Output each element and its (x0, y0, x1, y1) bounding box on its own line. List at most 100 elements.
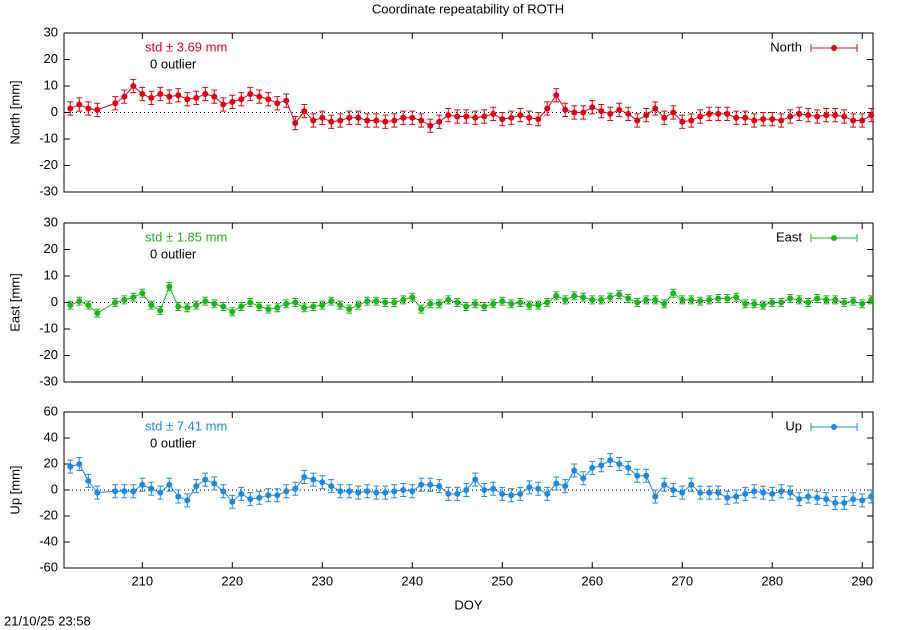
data-point (589, 104, 596, 111)
data-point (67, 105, 74, 112)
data-point (166, 481, 173, 488)
data-point (778, 488, 785, 495)
data-point (67, 302, 74, 309)
data-point (400, 296, 407, 303)
data-point (481, 113, 488, 120)
data-point (580, 109, 587, 116)
data-point (787, 489, 794, 496)
y-tick-label: -10 (39, 320, 58, 335)
data-point (337, 117, 344, 124)
data-point (688, 296, 695, 303)
outlier-annotation: 0 outlier (150, 56, 197, 71)
data-point (517, 112, 524, 119)
data-point (607, 294, 614, 301)
data-point (652, 105, 659, 112)
data-point (220, 101, 227, 108)
data-point (832, 500, 839, 506)
data-point (814, 113, 821, 120)
data-point (400, 114, 407, 121)
data-point (121, 93, 128, 100)
data-point (517, 299, 524, 306)
data-point (616, 461, 623, 467)
data-point (436, 483, 443, 490)
data-point (310, 117, 317, 124)
data-point (535, 485, 542, 492)
data-point (418, 117, 425, 124)
series-line (70, 285, 872, 314)
data-point (157, 90, 164, 97)
data-point (148, 94, 155, 101)
data-point (490, 485, 497, 492)
data-point (778, 117, 785, 124)
data-point (499, 116, 506, 123)
y-tick-label: 20 (44, 51, 58, 66)
data-point (193, 483, 200, 490)
data-point (409, 114, 416, 121)
data-point (130, 83, 137, 89)
data-point (544, 490, 551, 497)
data-point (238, 490, 245, 497)
data-point (562, 296, 569, 303)
data-point (256, 494, 263, 501)
data-point (751, 117, 758, 124)
data-point (337, 302, 344, 309)
data-point (481, 487, 488, 493)
data-point (67, 463, 74, 470)
data-point (391, 299, 398, 306)
data-point (580, 294, 587, 301)
data-point (625, 110, 632, 117)
data-point (706, 110, 713, 117)
data-point (463, 303, 470, 310)
data-point (607, 110, 614, 117)
data-point (796, 496, 803, 503)
data-point (670, 487, 677, 493)
data-point (706, 296, 713, 303)
data-point (553, 292, 560, 299)
data-point (526, 302, 533, 309)
data-point (229, 308, 236, 315)
data-point (823, 496, 830, 503)
data-point (553, 92, 560, 99)
data-point (625, 464, 632, 471)
data-point (346, 306, 353, 313)
data-point (499, 490, 506, 497)
data-point (319, 302, 326, 309)
data-point (661, 481, 668, 488)
data-point (382, 118, 389, 125)
data-point (391, 117, 398, 124)
data-point (373, 489, 380, 496)
data-point (130, 294, 137, 301)
data-point (139, 481, 146, 488)
data-point (355, 114, 362, 121)
data-point (355, 302, 362, 309)
data-point (238, 96, 245, 103)
data-point (724, 110, 731, 117)
x-axis-label: DOY (454, 597, 483, 612)
data-point (418, 306, 425, 313)
data-point (733, 493, 740, 500)
data-point (841, 500, 848, 506)
data-point (220, 488, 227, 495)
figure-title: Coordinate repeatability of ROTH (372, 1, 564, 16)
data-point (148, 302, 155, 309)
data-point (454, 113, 461, 120)
data-point (868, 296, 875, 303)
data-point (445, 490, 452, 497)
x-tick-label: 210 (131, 573, 153, 588)
data-point (76, 461, 83, 467)
data-point (184, 497, 191, 504)
data-point (139, 90, 146, 97)
data-point (292, 485, 299, 492)
data-point (832, 296, 839, 303)
data-point (481, 303, 488, 310)
data-point (211, 480, 218, 487)
data-point (760, 489, 767, 496)
data-point (382, 489, 389, 496)
data-point (544, 299, 551, 306)
data-point (463, 113, 470, 120)
std-annotation: std ± 3.69 mm (145, 39, 227, 54)
data-point (643, 296, 650, 303)
data-point (112, 299, 119, 306)
data-point (805, 493, 812, 500)
data-point (634, 472, 641, 479)
